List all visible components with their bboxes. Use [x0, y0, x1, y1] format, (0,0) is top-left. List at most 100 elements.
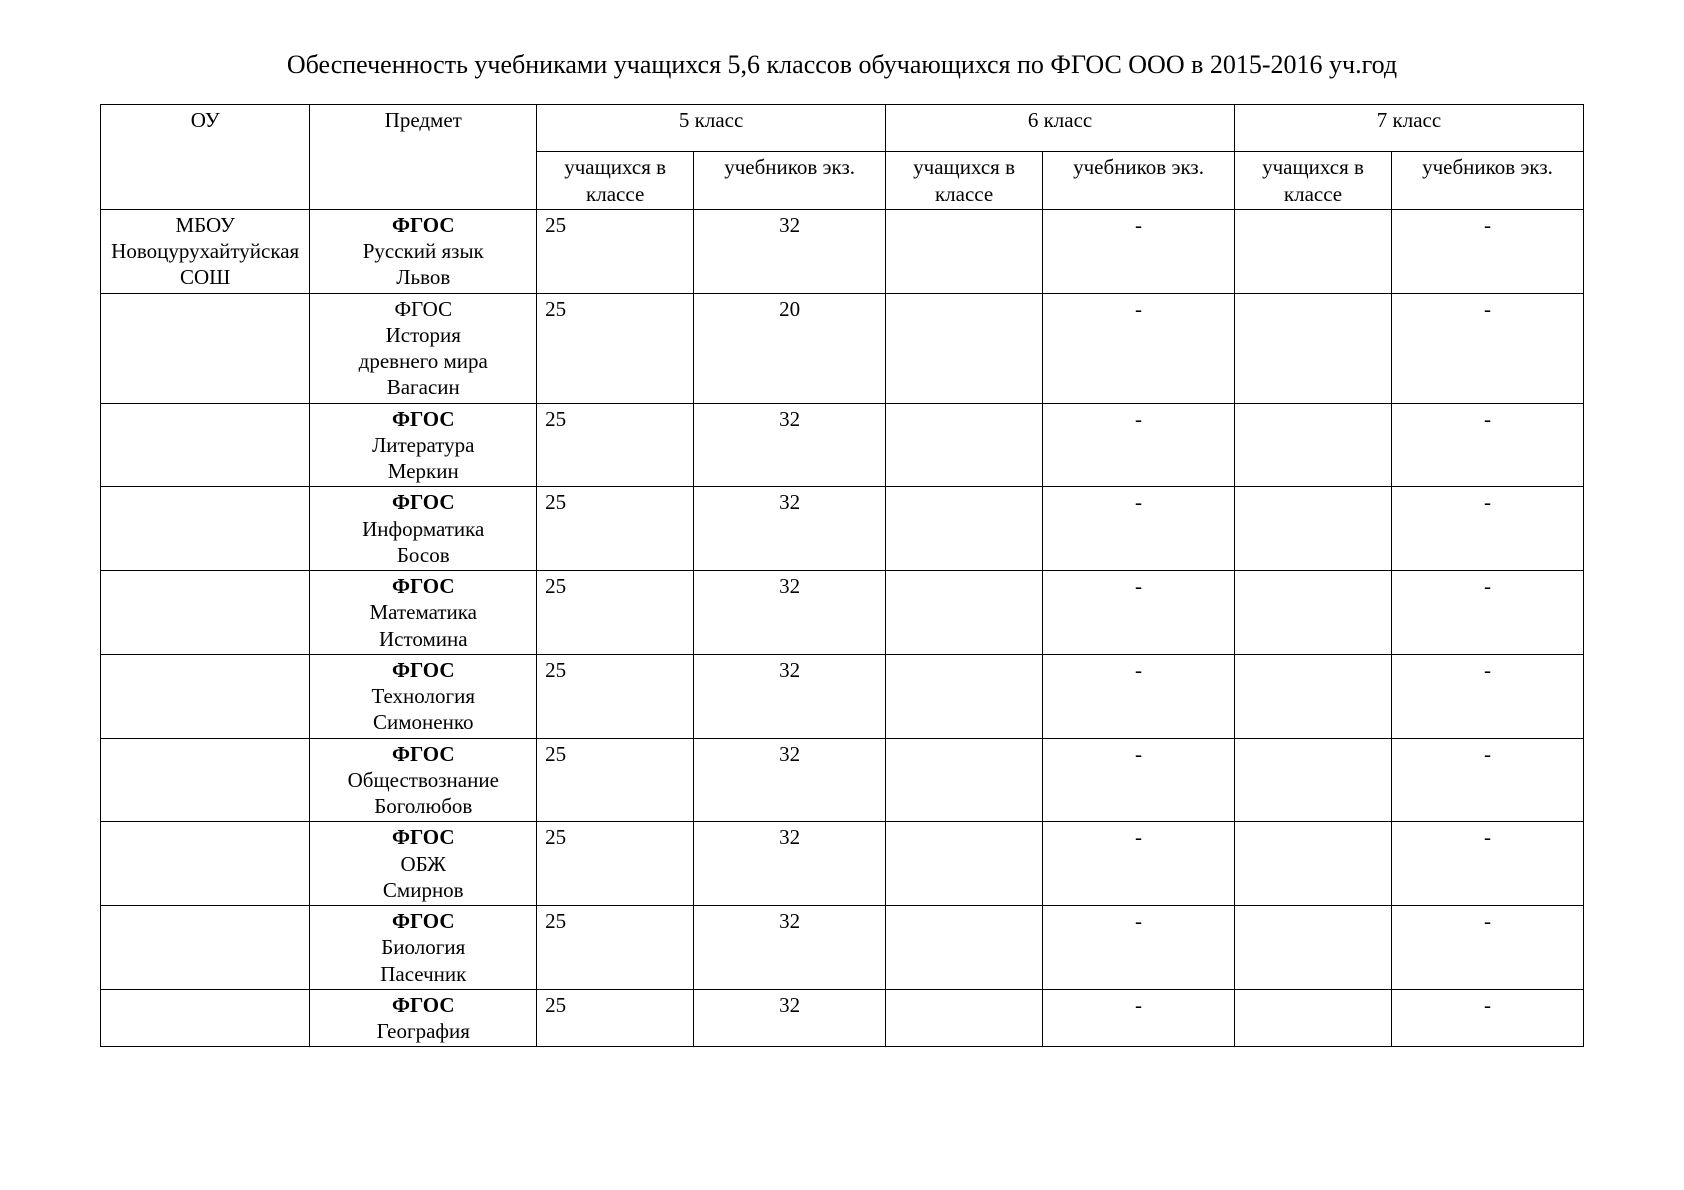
value-cell [886, 654, 1043, 738]
table-row: ФГОСИнформатикаБосов2532 - - [101, 487, 1584, 571]
value-cell: - [1043, 654, 1235, 738]
value-cell [886, 293, 1043, 403]
value-cell: 25 [537, 654, 694, 738]
ou-cell [101, 906, 310, 990]
ou-cell [101, 822, 310, 906]
value-cell: - [1043, 293, 1235, 403]
value-cell: 32 [694, 403, 886, 487]
table-row: ФГОСМатематикаИстомина2532 - - [101, 571, 1584, 655]
value-cell: 32 [694, 209, 886, 293]
value-cell: 25 [537, 822, 694, 906]
table-subheader: учащихся в классе [1235, 152, 1392, 210]
subject-cell: ФГОСИсториядревнего мираВагасин [310, 293, 537, 403]
value-cell: 25 [537, 487, 694, 571]
value-cell: - [1392, 209, 1584, 293]
ou-cell [101, 989, 310, 1047]
value-cell: 32 [694, 906, 886, 990]
value-cell [886, 906, 1043, 990]
value-cell [886, 989, 1043, 1047]
subject-cell: ФГОСИнформатикаБосов [310, 487, 537, 571]
value-cell: - [1392, 738, 1584, 822]
value-cell: - [1392, 906, 1584, 990]
value-cell: 32 [694, 822, 886, 906]
subject-cell: ФГОСБиологияПасечник [310, 906, 537, 990]
value-cell: 25 [537, 209, 694, 293]
value-cell: 25 [537, 906, 694, 990]
value-cell: 32 [694, 487, 886, 571]
value-cell: - [1043, 989, 1235, 1047]
value-cell: - [1392, 822, 1584, 906]
table-header: Предмет [310, 105, 537, 210]
value-cell: - [1043, 906, 1235, 990]
value-cell: 32 [694, 989, 886, 1047]
ou-cell [101, 654, 310, 738]
value-cell: - [1043, 403, 1235, 487]
value-cell: 25 [537, 989, 694, 1047]
table-row: ФГОСОбществознаниеБоголюбов2532 - - [101, 738, 1584, 822]
value-cell: - [1392, 571, 1584, 655]
value-cell [886, 487, 1043, 571]
ou-cell: МБОУНовоцурухайтуйскаяСОШ [101, 209, 310, 293]
value-cell [886, 209, 1043, 293]
subject-cell: ФГОСРусский языкЛьвов [310, 209, 537, 293]
value-cell [886, 403, 1043, 487]
subject-cell: ФГОСГеография [310, 989, 537, 1047]
value-cell [886, 571, 1043, 655]
ou-cell [101, 571, 310, 655]
value-cell: - [1392, 487, 1584, 571]
value-cell [1235, 209, 1392, 293]
textbook-table: ОУПредмет5 класс6 класс7 классучащихся в… [100, 104, 1584, 1047]
table-row: ФГОСИсториядревнего мираВагасин2520 - - [101, 293, 1584, 403]
value-cell: 25 [537, 293, 694, 403]
ou-cell [101, 738, 310, 822]
table-row: ФГОСТехнологияСимоненко2532-- [101, 654, 1584, 738]
value-cell [1235, 989, 1392, 1047]
ou-cell [101, 293, 310, 403]
table-row: МБОУНовоцурухайтуйскаяСОШФГОСРусский язы… [101, 209, 1584, 293]
table-header: 7 класс [1235, 105, 1584, 152]
value-cell: - [1043, 209, 1235, 293]
subject-cell: ФГОСМатематикаИстомина [310, 571, 537, 655]
value-cell [1235, 293, 1392, 403]
table-header: 6 класс [886, 105, 1235, 152]
value-cell: - [1043, 571, 1235, 655]
value-cell [1235, 906, 1392, 990]
value-cell: 32 [694, 738, 886, 822]
subject-cell: ФГОСЛитератураМеркин [310, 403, 537, 487]
table-header: 5 класс [537, 105, 886, 152]
value-cell: 20 [694, 293, 886, 403]
table-subheader: учебников экз. [694, 152, 886, 210]
table-row: ФГОСБиологияПасечник2532 - - [101, 906, 1584, 990]
subject-cell: ФГОСОБЖСмирнов [310, 822, 537, 906]
value-cell [1235, 487, 1392, 571]
table-subheader: учащихся в классе [886, 152, 1043, 210]
page-title: Обеспеченность учебниками учащихся 5,6 к… [100, 50, 1584, 80]
table-row: ФГОСОБЖСмирнов2532 - - [101, 822, 1584, 906]
table-row: ФГОСГеография2532 - - [101, 989, 1584, 1047]
value-cell: - [1392, 403, 1584, 487]
table-subheader: учебников экз. [1043, 152, 1235, 210]
value-cell: - [1043, 738, 1235, 822]
value-cell [886, 738, 1043, 822]
value-cell: - [1392, 989, 1584, 1047]
value-cell [1235, 822, 1392, 906]
ou-cell [101, 403, 310, 487]
value-cell: 32 [694, 571, 886, 655]
value-cell [1235, 571, 1392, 655]
value-cell [1235, 403, 1392, 487]
table-subheader: учебников экз. [1392, 152, 1584, 210]
value-cell: 25 [537, 571, 694, 655]
value-cell: 25 [537, 738, 694, 822]
table-row: ФГОСЛитератураМеркин2532-- [101, 403, 1584, 487]
table-header: ОУ [101, 105, 310, 210]
subject-cell: ФГОСТехнологияСимоненко [310, 654, 537, 738]
value-cell: 32 [694, 654, 886, 738]
ou-cell [101, 487, 310, 571]
subject-cell: ФГОСОбществознаниеБоголюбов [310, 738, 537, 822]
value-cell: - [1392, 293, 1584, 403]
value-cell: - [1043, 487, 1235, 571]
value-cell: - [1043, 822, 1235, 906]
value-cell [1235, 738, 1392, 822]
value-cell [886, 822, 1043, 906]
table-subheader: учащихся в классе [537, 152, 694, 210]
